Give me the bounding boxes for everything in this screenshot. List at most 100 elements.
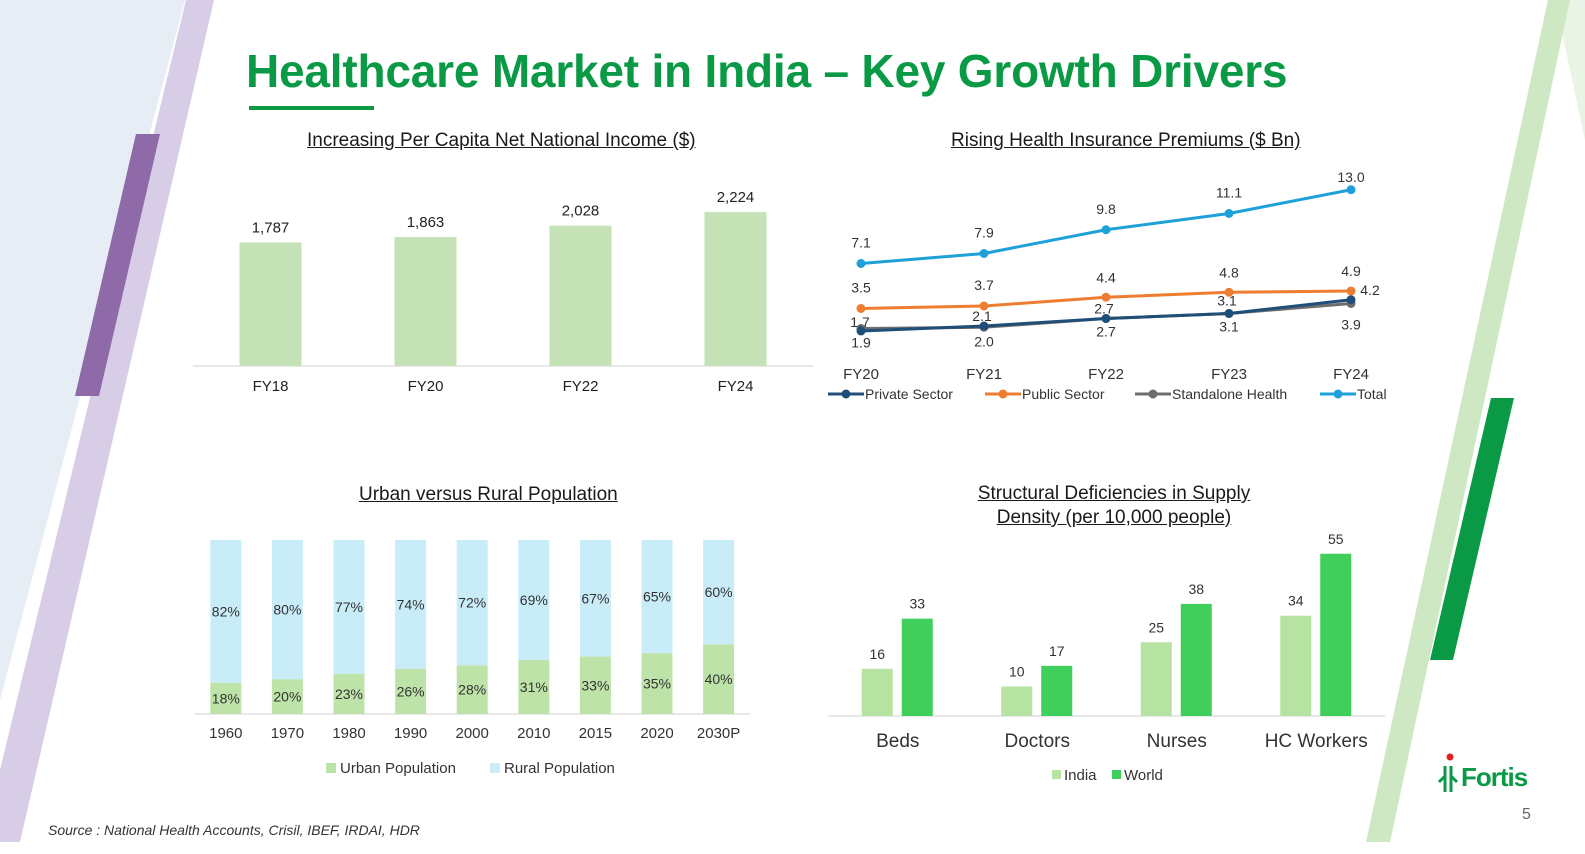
population-legend-label: Urban Population bbox=[340, 760, 456, 777]
population-rural-bar bbox=[518, 540, 550, 661]
supply-data-label: 34 bbox=[1288, 593, 1304, 609]
insurance-point bbox=[1346, 185, 1356, 195]
supply-legend-swatch bbox=[1112, 770, 1121, 779]
supply-bar-india bbox=[1001, 686, 1033, 716]
insurance-data-label: 3.7 bbox=[974, 277, 994, 293]
population-category-label: 1980 bbox=[332, 725, 365, 742]
population-rural-bar bbox=[271, 540, 303, 680]
population-urban-bar bbox=[210, 682, 242, 714]
supply-data-label: 55 bbox=[1328, 531, 1344, 547]
population-urban-label: 23% bbox=[335, 686, 363, 702]
insurance-legend-label: Total bbox=[1357, 386, 1387, 402]
supply-data-label: 25 bbox=[1148, 619, 1164, 635]
supply-bar-india bbox=[1280, 615, 1312, 716]
population-urban-bar bbox=[579, 656, 611, 714]
insurance-data-label: 3.9 bbox=[1341, 317, 1361, 333]
insurance-point bbox=[856, 326, 866, 336]
population-urban-label: 28% bbox=[458, 682, 486, 698]
supply-bar-india bbox=[861, 668, 893, 716]
population-rural-label: 74% bbox=[397, 596, 425, 612]
supply-legend-swatch bbox=[1052, 770, 1061, 779]
page-number: 5 bbox=[1522, 806, 1531, 823]
insurance-chart: 7.1 7.9 9.8 11.1 13.0 3.5 3.7 4.4 4.8 4.9 1.9 2.0 2.… bbox=[828, 169, 1387, 402]
income-category-label: FY20 bbox=[408, 378, 444, 395]
population-rural-bar bbox=[641, 540, 673, 654]
supply-chart-title-line1: Structural Deficiencies in Supply bbox=[977, 483, 1251, 504]
population-category-label: 1970 bbox=[271, 725, 304, 742]
decor-light-purple-stripe bbox=[0, 0, 214, 842]
insurance-data-label: 2.1 bbox=[972, 308, 992, 324]
population-category-label: 2015 bbox=[579, 725, 612, 742]
supply-category-label: Nurses bbox=[1147, 731, 1207, 752]
decor-purple-bar bbox=[75, 134, 160, 396]
insurance-chart-title: Rising Health Insurance Premiums ($ Bn) bbox=[951, 130, 1301, 151]
income-bar bbox=[549, 225, 612, 366]
insurance-point bbox=[1346, 286, 1356, 296]
population-category-label: 2010 bbox=[517, 725, 550, 742]
insurance-legend-marker bbox=[1148, 389, 1158, 399]
population-legend-swatch bbox=[326, 763, 336, 773]
supply-bar-india bbox=[1140, 642, 1172, 716]
insurance-point bbox=[1101, 292, 1111, 302]
supply-category-label: Doctors bbox=[1005, 731, 1070, 752]
insurance-category-label: FY23 bbox=[1211, 366, 1247, 383]
insurance-point bbox=[979, 321, 989, 331]
population-rural-label: 77% bbox=[335, 599, 363, 615]
insurance-category-label: FY22 bbox=[1088, 366, 1124, 383]
population-rural-bar bbox=[395, 540, 427, 669]
income-data-label: 1,787 bbox=[252, 219, 290, 236]
population-legend-label: Rural Population bbox=[504, 760, 615, 777]
insurance-category-label: FY20 bbox=[843, 366, 879, 383]
insurance-data-label: 11.1 bbox=[1216, 185, 1242, 201]
insurance-category-label: FY24 bbox=[1333, 366, 1369, 383]
supply-data-label: 33 bbox=[909, 596, 925, 612]
supply-data-label: 16 bbox=[869, 646, 885, 662]
supply-category-label: HC Workers bbox=[1265, 731, 1368, 752]
supply-legend-label: India bbox=[1064, 767, 1097, 784]
insurance-legend-marker bbox=[998, 389, 1008, 399]
insurance-data-label: 4.4 bbox=[1096, 269, 1116, 285]
income-data-label: 2,224 bbox=[717, 189, 755, 206]
insurance-data-label: 9.8 bbox=[1096, 201, 1116, 217]
population-urban-bar bbox=[641, 653, 673, 714]
population-urban-bar bbox=[703, 644, 735, 714]
population-urban-bar bbox=[333, 673, 365, 714]
supply-bar-world bbox=[1041, 665, 1073, 716]
insurance-data-label: 3.1 bbox=[1219, 319, 1239, 335]
population-rural-label: 60% bbox=[705, 584, 733, 600]
income-category-label: FY22 bbox=[563, 378, 599, 395]
income-bar bbox=[394, 237, 457, 366]
population-urban-label: 31% bbox=[520, 679, 548, 695]
insurance-data-label: 4.8 bbox=[1219, 264, 1239, 280]
population-chart-title: Urban versus Rural Population bbox=[359, 484, 618, 505]
insurance-point bbox=[856, 304, 866, 313]
fortis-logo-text: Fortis bbox=[1461, 762, 1528, 792]
insurance-point bbox=[979, 301, 989, 311]
income-chart: 1,787 FY18 1,863 FY20 2,028 FY22 2,224 FY24 bbox=[193, 189, 813, 395]
income-data-label: 2,028 bbox=[562, 203, 600, 220]
population-urban-label: 18% bbox=[212, 690, 240, 706]
slide-title: Healthcare Market in India – Key Growth … bbox=[246, 45, 1288, 97]
insurance-legend-label: Private Sector bbox=[865, 386, 953, 402]
insurance-point bbox=[979, 249, 989, 258]
supply-bar-world bbox=[1180, 603, 1212, 716]
income-chart-title: Increasing Per Capita Net National Incom… bbox=[307, 130, 696, 151]
insurance-data-label: 1.9 bbox=[851, 335, 871, 351]
population-urban-bar bbox=[395, 668, 427, 714]
insurance-point bbox=[1101, 225, 1111, 235]
income-bar bbox=[239, 242, 302, 366]
population-category-label: 1960 bbox=[209, 725, 242, 742]
insurance-point bbox=[1224, 287, 1234, 297]
income-bar bbox=[704, 212, 767, 366]
population-legend-swatch bbox=[490, 763, 500, 773]
supply-legend-label: World bbox=[1124, 767, 1163, 784]
fortis-logo-mark-icon bbox=[1437, 753, 1459, 792]
population-category-label: 2030P bbox=[697, 725, 740, 742]
insurance-data-label: 2.7 bbox=[1094, 301, 1114, 317]
insurance-data-label: 3.1 bbox=[1217, 293, 1237, 309]
supply-category-label: Beds bbox=[876, 731, 919, 752]
population-category-label: 2000 bbox=[456, 725, 489, 742]
fortis-logo: Fortis bbox=[1437, 752, 1542, 796]
population-rural-bar bbox=[456, 540, 488, 666]
